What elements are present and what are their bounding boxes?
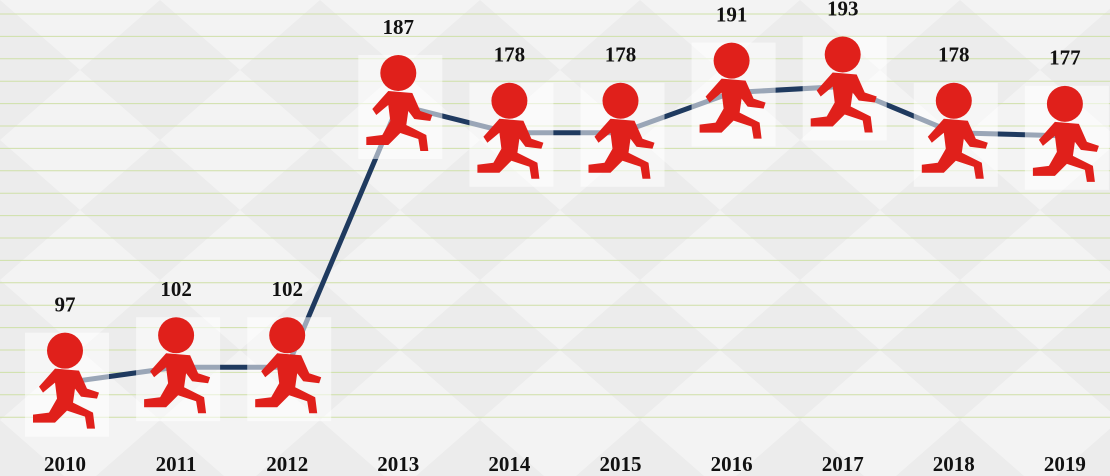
page: {"chart_data": {"type": "line", "categor… <box>0 0 1110 476</box>
runner-head <box>825 36 861 72</box>
runner-head <box>47 333 83 369</box>
runner-marker <box>581 83 665 187</box>
x-tick-label: 2019 <box>1044 452 1086 476</box>
x-tick-label: 2010 <box>44 452 86 476</box>
x-tick-label: 2014 <box>488 452 531 476</box>
runner-marker <box>469 83 553 187</box>
x-tick-label: 2017 <box>822 452 864 476</box>
x-tick-label: 2016 <box>711 452 753 476</box>
runner-marker <box>136 317 220 421</box>
runner-head <box>603 83 639 119</box>
runner-head <box>269 317 305 353</box>
runner-marker <box>914 83 998 187</box>
runner-marker <box>358 55 442 159</box>
value-label: 187 <box>383 15 415 39</box>
runner-marker <box>25 333 109 437</box>
runner-head <box>1047 86 1083 122</box>
runner-head <box>158 317 194 353</box>
value-label: 178 <box>605 43 637 67</box>
value-label: 191 <box>716 2 748 26</box>
value-label: 177 <box>1049 46 1081 70</box>
x-tick-label: 2013 <box>377 452 419 476</box>
value-label: 193 <box>827 0 859 20</box>
runner-marker <box>247 317 331 421</box>
chart: 97 102 102 187 178 178 191 193 178 177 2010 2011 201… <box>0 0 1110 476</box>
runner-head <box>936 83 972 119</box>
value-label: 178 <box>494 43 526 67</box>
x-tick-label: 2018 <box>933 452 975 476</box>
value-label: 102 <box>271 277 303 301</box>
runner-marker <box>803 36 887 140</box>
value-label: 178 <box>938 43 970 67</box>
runner-head <box>491 83 527 119</box>
x-tick-label: 2015 <box>600 452 642 476</box>
runner-marker <box>692 43 776 147</box>
value-label: 102 <box>160 277 192 301</box>
runner-head <box>714 43 750 79</box>
runner-head <box>380 55 416 91</box>
runner-marker <box>1025 86 1109 190</box>
x-tick-label: 2012 <box>266 452 308 476</box>
value-label: 97 <box>55 292 76 316</box>
x-tick-label: 2011 <box>156 452 197 476</box>
